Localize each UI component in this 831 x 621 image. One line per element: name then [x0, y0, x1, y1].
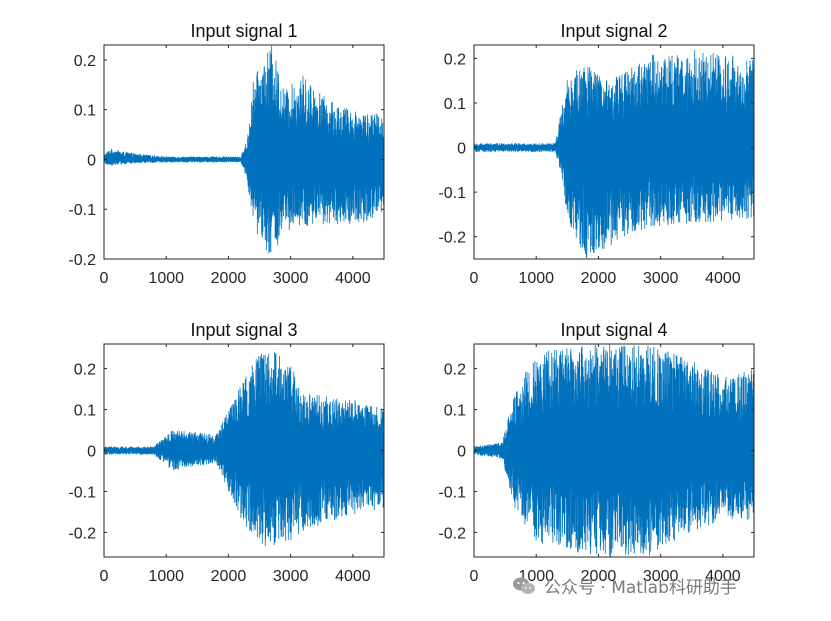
- x-tick-label: 2000: [211, 568, 247, 585]
- plot-title: Input signal 1: [190, 21, 297, 41]
- x-tick-label: 3000: [273, 568, 309, 585]
- y-tick-label: -0.2: [438, 230, 466, 247]
- x-tick-label: 1000: [148, 568, 184, 585]
- y-tick-label: 0.1: [74, 403, 96, 420]
- y-tick-label: 0.2: [74, 53, 96, 70]
- x-tick-label: 0: [100, 568, 109, 585]
- y-tick-label: -0.1: [438, 185, 466, 202]
- y-tick-label: 0.2: [444, 51, 466, 68]
- y-tick-label: -0.2: [68, 525, 96, 542]
- y-tick-label: 0: [87, 152, 96, 169]
- x-tick-label: 2000: [581, 568, 617, 585]
- x-tick-label: 1000: [148, 270, 184, 287]
- x-tick-label: 0: [470, 270, 479, 287]
- y-tick-label: -0.2: [438, 525, 466, 542]
- x-tick-label: 4000: [335, 270, 371, 287]
- y-tick-label: 0: [87, 444, 96, 461]
- plot-title: Input signal 2: [560, 21, 667, 41]
- axes-box: [103, 44, 385, 260]
- x-tick-label: 0: [100, 270, 109, 287]
- wechat-icon: [513, 577, 535, 594]
- y-tick-label: 0.2: [74, 362, 96, 379]
- x-tick-label: 2000: [211, 270, 247, 287]
- y-tick-label: 0.1: [74, 103, 96, 120]
- signal-line-3: [104, 352, 384, 546]
- signal-line-1: [104, 45, 384, 254]
- x-tick-label: 4000: [705, 270, 741, 287]
- watermark-text: 公众号 · Matlab科研助手: [544, 578, 737, 598]
- y-tick-label: 0.1: [444, 96, 466, 113]
- signal-line-4: [474, 344, 754, 557]
- signal-line-2: [474, 49, 754, 259]
- x-tick-label: 3000: [643, 270, 679, 287]
- subplot-3: Input signal 3 0 1000 2000 3000 4000 0.2 0.1 0 -0…: [68, 320, 385, 585]
- y-tick-label: -0.1: [438, 484, 466, 501]
- y-tick-label: -0.2: [68, 252, 96, 269]
- x-tick-label: 3000: [643, 568, 679, 585]
- x-tick-label: 4000: [705, 568, 741, 585]
- y-tick-label: 0.2: [444, 362, 466, 379]
- subplot-1: Input signal 10 1000 2000 3000 40000.20.10-0…: [68, 21, 385, 287]
- x-tick-label: 3000: [273, 270, 309, 287]
- subplot-2: Input signal 2 0 1000 2000 3000 4000 0.2 0.1 0 -0…: [438, 21, 755, 287]
- x-tick-label: 1000: [518, 270, 554, 287]
- x-tick-label: 0: [470, 568, 479, 585]
- watermark: 公众号 · Matlab科研助手: [512, 573, 737, 598]
- x-tick-label: 4000: [335, 568, 371, 585]
- plot-title: Input signal 4: [560, 320, 667, 340]
- axes-box: [473, 44, 755, 260]
- y-tick-label: 0.1: [444, 403, 466, 420]
- x-tick-label: 2000: [581, 270, 617, 287]
- subplot-4: Input signal 40 1000 2000 3000 40000.20.10-0…: [438, 320, 755, 585]
- y-tick-label: 0: [457, 141, 466, 158]
- y-tick-label: -0.1: [68, 202, 96, 219]
- y-tick-label: -0.1: [68, 484, 96, 501]
- y-tick-label: 0: [457, 444, 466, 461]
- plot-title: Input signal 3: [190, 320, 297, 340]
